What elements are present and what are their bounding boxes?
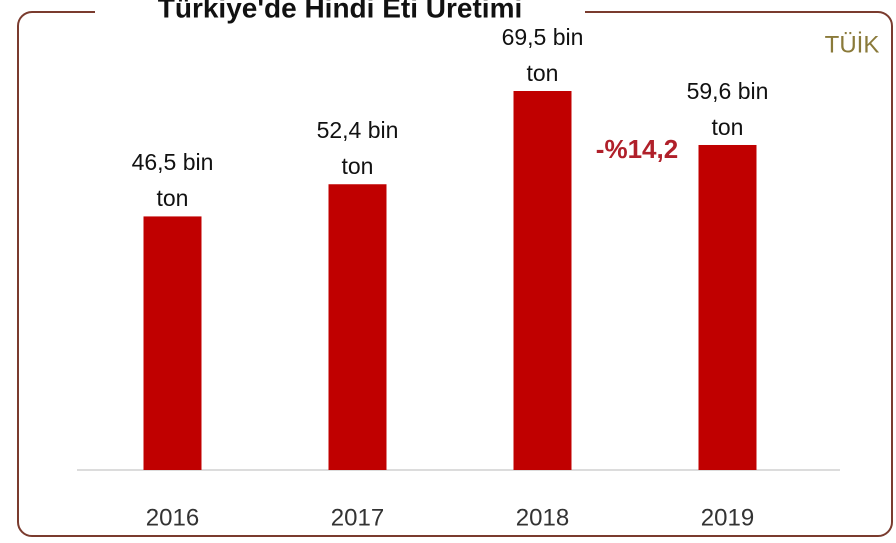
x-tick-label: 2019 <box>701 504 754 531</box>
x-tick-label: 2017 <box>331 504 384 531</box>
bar <box>513 91 572 470</box>
value-label: 59,6 bin ton <box>686 77 769 140</box>
annotation: -%14,2 <box>596 134 678 164</box>
value-label: 46,5 bin ton <box>131 149 214 212</box>
value-label: 69,5 bin ton <box>501 24 584 86</box>
bar <box>143 216 202 470</box>
value-label: 52,4 bin ton <box>316 117 399 180</box>
bar <box>698 144 757 470</box>
title-background <box>95 0 585 26</box>
bar <box>328 184 387 470</box>
source: TÜİK <box>825 31 880 58</box>
chart-title: Türkiye'de Hindi Eti Üretimi <box>158 0 523 23</box>
x-tick-label: 2018 <box>516 504 569 531</box>
x-tick-label: 2016 <box>146 504 199 531</box>
